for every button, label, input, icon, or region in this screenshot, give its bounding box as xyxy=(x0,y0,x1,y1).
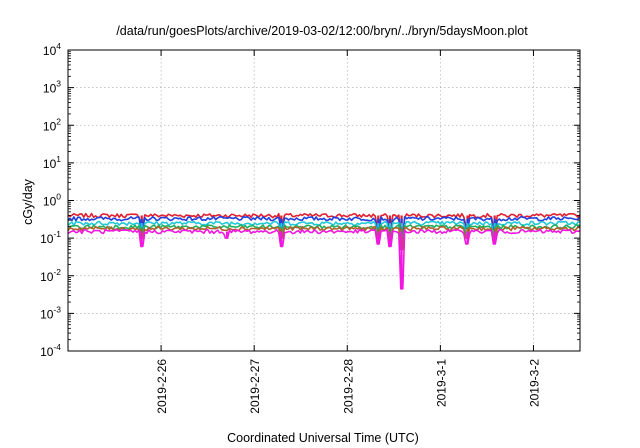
grid xyxy=(68,50,580,351)
y-tick-label: 101 xyxy=(43,154,61,171)
y-tick-label: 102 xyxy=(43,116,61,133)
x-tick-label: 2019-3-1 xyxy=(434,359,448,407)
x-tick-label: 2019-2-28 xyxy=(341,359,355,414)
y-tick-label: 10-2 xyxy=(40,267,61,284)
chart-title: /data/run/goesPlots/archive/2019-03-02/1… xyxy=(116,24,528,38)
x-tick-label: 2019-2-27 xyxy=(248,359,262,414)
y-tick-label: 100 xyxy=(43,192,61,209)
y-tick-label: 10-3 xyxy=(40,304,61,321)
x-tick-label: 2019-2-26 xyxy=(155,359,169,414)
y-axis-label: cGy/day xyxy=(21,178,35,225)
x-axis-label: Coordinated Universal Time (UTC) xyxy=(227,431,419,445)
y-tick-label: 103 xyxy=(43,79,61,96)
series-line-6 xyxy=(67,228,581,290)
ticks: 10-4 10-3 10-2 10-1 100 101 102 103 104 2019-2-26… xyxy=(40,41,580,414)
series-layer xyxy=(67,212,581,290)
y-tick-label: 104 xyxy=(43,41,61,58)
y-tick-label: 10-4 xyxy=(40,342,61,359)
y-tick-label: 10-1 xyxy=(40,229,61,246)
x-tick-label: 2019-3-2 xyxy=(527,359,541,407)
